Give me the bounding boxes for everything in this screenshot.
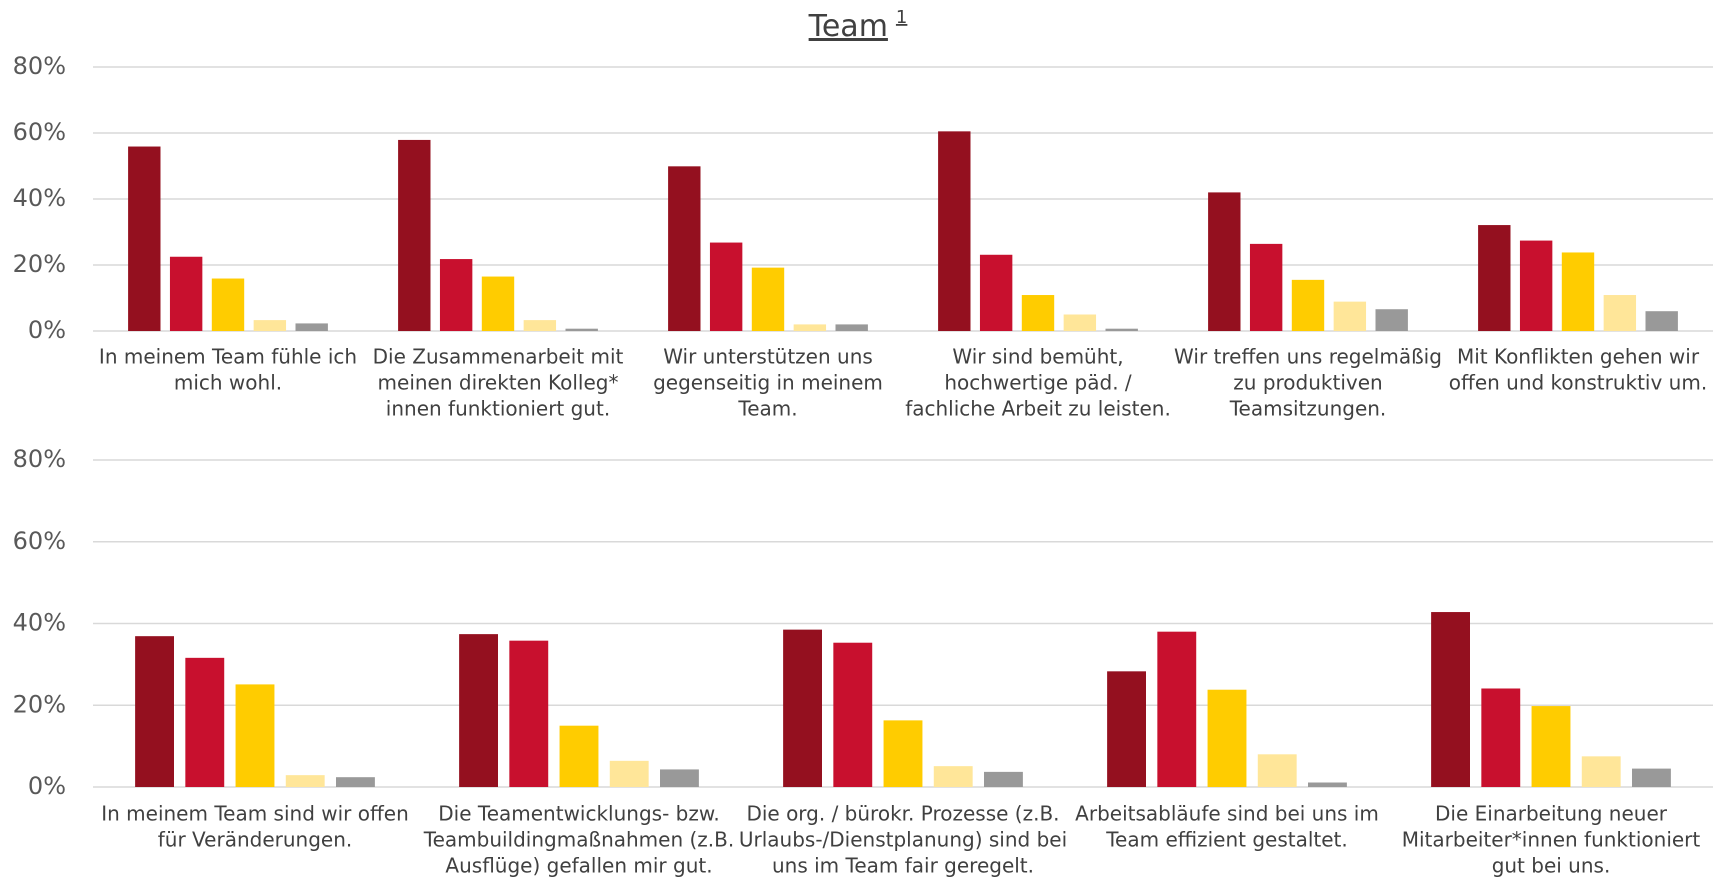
bar	[295, 323, 328, 331]
bar	[1481, 688, 1521, 787]
bar	[481, 276, 515, 331]
bar	[1063, 314, 1097, 331]
y-tick-label: 60%	[13, 527, 66, 555]
bar	[1207, 689, 1247, 787]
x-tick-label: Wir treffen uns regelmäßig	[1174, 345, 1442, 369]
bar	[979, 254, 1013, 331]
bar	[835, 324, 868, 331]
y-tick-label: 60%	[13, 118, 66, 146]
x-tick-label: fachliche Arbeit zu leisten.	[905, 397, 1171, 421]
bar	[833, 642, 873, 787]
bar	[1208, 192, 1241, 331]
x-tick-label: gut bei uns.	[1492, 854, 1611, 877]
bar	[1308, 782, 1347, 787]
bar	[439, 259, 473, 331]
x-tick-label: Team effizient gestaltet.	[1105, 828, 1348, 852]
x-tick-label: Wir sind bemüht,	[952, 345, 1123, 369]
x-tick-label: Ausflüge) gefallen mir gut.	[445, 854, 712, 877]
bar	[783, 629, 822, 787]
y-tick-label: 80%	[13, 52, 66, 80]
bar	[1333, 301, 1367, 331]
bar	[609, 760, 649, 787]
bar	[398, 139, 431, 331]
bar	[984, 771, 1023, 787]
y-tick-label: 0%	[28, 316, 66, 344]
y-tick-label: 80%	[13, 445, 66, 473]
x-tick-label: Die Zusammenarbeit mit	[373, 345, 624, 369]
bar	[668, 166, 701, 331]
x-tick-label: offen und konstruktiv um.	[1449, 371, 1707, 395]
x-tick-label: uns im Team fair geregelt.	[772, 854, 1034, 877]
x-tick-label: zu produktiven	[1233, 371, 1382, 395]
bar	[185, 657, 225, 787]
x-tick-label: für Veränderungen.	[158, 828, 353, 852]
bar	[169, 256, 203, 331]
bar	[459, 634, 498, 787]
bar	[1581, 756, 1621, 787]
x-tick-label: Die org. / bürokr. Prozesse (z.B.	[746, 802, 1059, 826]
bar	[1257, 754, 1297, 787]
bar	[938, 131, 971, 331]
x-tick-label: meinen direkten Kolleg*	[378, 371, 619, 395]
x-tick-label: Teamsitzungen.	[1229, 397, 1387, 421]
x-tick-label: mich wohl.	[174, 371, 282, 395]
x-tick-label: Mit Konflikten gehen wir	[1457, 345, 1700, 369]
bar	[1107, 671, 1146, 787]
bar	[1431, 612, 1470, 787]
bar	[509, 640, 549, 787]
bar	[1632, 768, 1671, 787]
bar	[135, 636, 174, 787]
bar	[660, 769, 699, 787]
x-tick-label: Arbeitsabläufe sind bei uns im	[1075, 802, 1379, 826]
bar	[793, 324, 827, 331]
bar	[1519, 240, 1553, 331]
bar	[523, 320, 557, 331]
bar	[253, 320, 287, 331]
x-tick-label: Team.	[737, 397, 797, 421]
bar	[1561, 252, 1595, 331]
x-tick-label: innen funktioniert gut.	[386, 397, 610, 421]
bar	[336, 777, 375, 787]
x-tick-label: Teambuildingmaßnahmen (z.B.	[423, 828, 734, 852]
y-tick-label: 20%	[13, 690, 66, 718]
bar	[709, 242, 743, 331]
x-tick-label: Die Einarbeitung neuer	[1435, 802, 1668, 826]
bar	[211, 278, 245, 331]
y-tick-label: 40%	[13, 609, 66, 637]
y-tick-label: 20%	[13, 250, 66, 278]
bar	[128, 146, 161, 331]
bar	[1645, 311, 1678, 331]
bar	[1291, 279, 1325, 331]
x-tick-label: hochwertige päd. /	[944, 371, 1132, 395]
bar	[1531, 706, 1571, 787]
bar	[933, 766, 973, 787]
y-tick-label: 40%	[13, 184, 66, 212]
x-tick-label: Urlaubs-/Dienstplanung) sind bei	[739, 828, 1067, 852]
bar	[1021, 295, 1055, 331]
bar	[1249, 243, 1283, 331]
bar	[883, 720, 923, 787]
chart-title: Team 1	[808, 7, 908, 44]
bar	[559, 725, 599, 787]
bar	[285, 775, 325, 787]
title-footnote: 1	[896, 7, 907, 28]
bar	[1375, 309, 1408, 331]
bar	[235, 684, 275, 787]
bar	[1478, 225, 1511, 331]
bar	[751, 267, 785, 331]
x-tick-label: In meinem Team fühle ich	[99, 345, 357, 369]
bar	[1603, 295, 1637, 331]
bar	[565, 328, 598, 331]
y-tick-label: 0%	[28, 772, 66, 800]
bar	[1105, 328, 1138, 331]
x-tick-label: Wir unterstützen uns	[663, 345, 873, 369]
x-tick-label: In meinem Team sind wir offen	[101, 802, 409, 826]
x-tick-label: gegenseitig in meinem	[653, 371, 883, 395]
title-text: Team	[808, 9, 888, 44]
x-tick-label: Die Teamentwicklungs- bzw.	[438, 802, 719, 826]
bar	[1157, 631, 1197, 787]
x-tick-label: Mitarbeiter*innen funktioniert	[1402, 828, 1701, 852]
